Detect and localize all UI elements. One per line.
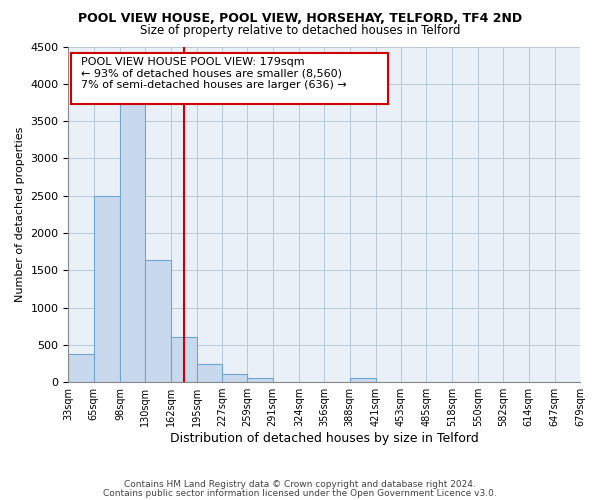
X-axis label: Distribution of detached houses by size in Telford: Distribution of detached houses by size …	[170, 432, 479, 445]
Text: Contains public sector information licensed under the Open Government Licence v3: Contains public sector information licen…	[103, 489, 497, 498]
Text: ← 93% of detached houses are smaller (8,560): ← 93% of detached houses are smaller (8,…	[81, 68, 342, 78]
Bar	[247, 378, 273, 382]
Bar	[170, 338, 197, 382]
Bar	[120, 102, 145, 382]
Text: POOL VIEW HOUSE, POOL VIEW, HORSEHAY, TELFORD, TF4 2ND: POOL VIEW HOUSE, POOL VIEW, HORSEHAY, TE…	[78, 12, 522, 26]
Y-axis label: Number of detached properties: Number of detached properties	[15, 126, 25, 302]
FancyBboxPatch shape	[71, 53, 388, 104]
Bar	[94, 196, 120, 382]
Text: POOL VIEW HOUSE POOL VIEW: 179sqm: POOL VIEW HOUSE POOL VIEW: 179sqm	[81, 57, 305, 67]
Bar	[145, 260, 170, 382]
Text: Size of property relative to detached houses in Telford: Size of property relative to detached ho…	[140, 24, 460, 37]
Bar	[350, 378, 376, 382]
Bar	[222, 374, 247, 382]
Text: Contains HM Land Registry data © Crown copyright and database right 2024.: Contains HM Land Registry data © Crown c…	[124, 480, 476, 489]
Bar	[68, 354, 94, 382]
Bar	[197, 364, 222, 382]
Text: 7% of semi-detached houses are larger (636) →: 7% of semi-detached houses are larger (6…	[81, 80, 347, 90]
